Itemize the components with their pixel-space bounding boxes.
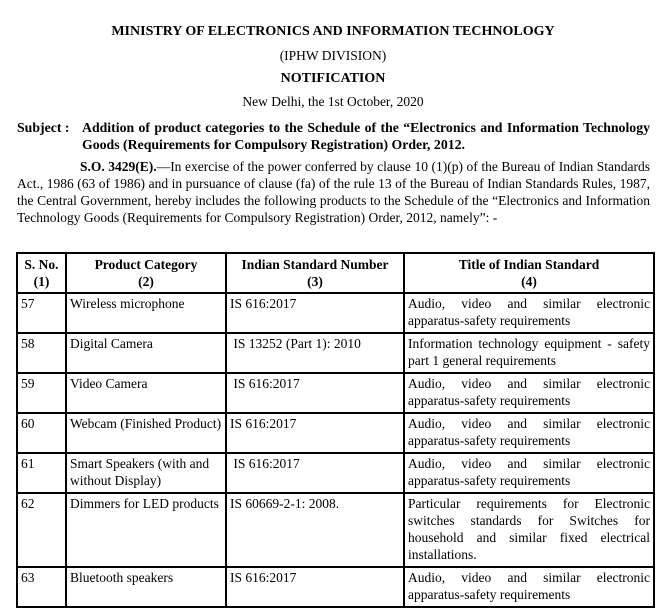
column-title: Indian Standard Number [241,257,389,272]
serial-number-cell: 57 [16,292,67,334]
standard-number-cell: IS 60669-2-1: 2008. [225,492,405,568]
serial-number-cell: 62 [16,492,67,568]
so-number: S.O. 3429(E). [80,159,157,174]
body-paragraph: S.O. 3429(E).—In exercise of the power c… [17,158,650,226]
serial-number-cell: 59 [16,372,67,414]
product-category-cell: Bluetooth speakers [65,566,227,608]
standard-title-cell: Audio, video and similar electronic appa… [403,452,655,494]
column-header: Title of Indian Standard (4) [403,252,655,294]
standard-number-cell: IS 616:2017 [225,412,405,454]
table-row: 60 Webcam (Finished Product) IS 616:2017 Au… [16,412,655,454]
column-number: (2) [138,274,154,289]
standard-number-cell: IS 616:2017 [225,566,405,608]
standard-title-cell: Audio, video and similar electronic appa… [403,566,655,608]
product-category-cell: Dimmers for LED products [65,492,227,568]
place-date: New Delhi, the 1st October, 2020 [242,94,424,109]
standard-title-cell: Information technology equipment - safet… [403,332,655,374]
product-category-cell: Smart Speakers (with and without Display… [65,452,227,494]
column-header: Indian Standard Number (3) [225,252,405,294]
table-row: 63 Bluetooth speakers IS 616:2017 Audio, vi… [16,566,655,608]
standard-title-cell: Audio, video and similar electronic appa… [403,292,655,334]
standard-number-cell: IS 616:2017 [225,452,405,494]
standard-title-cell: Particular requirements for Electronic s… [403,492,655,568]
subject-label: Subject : [17,120,70,135]
column-header: Product Category (2) [65,252,227,294]
table-row: 62 Dimmers for LED products IS 60669-2-1: … [16,492,655,568]
standard-number-cell: IS 13252 (Part 1): 2010 [225,332,405,374]
paragraph-text: —In exercise of the power conferred by c… [17,159,650,225]
serial-number-cell: 63 [16,566,67,608]
table-row: 58 Digital Camera IS 13252 (Part 1): 2010… [16,332,655,374]
column-number: (4) [521,274,537,289]
column-header: S. No. (1) [16,252,67,294]
standard-number-cell: IS 616:2017 [225,292,405,334]
ministry-title: MINISTRY OF ELECTRONICS AND INFORMATION … [111,24,555,39]
column-number: (1) [33,274,50,289]
notification-heading: NOTIFICATION [280,71,386,86]
product-category-cell: Video Camera [65,372,227,414]
serial-number-cell: 60 [16,412,67,454]
product-category-cell: Webcam (Finished Product) [65,412,227,454]
table-row: 57 Wireless microphone IS 616:2017 Audio, v… [16,292,655,334]
standard-title-cell: Audio, video and similar electronic appa… [403,412,655,454]
column-title: Product Category [94,257,198,272]
standard-title-cell: Audio, video and similar electronic appa… [403,372,655,414]
table-header-row: S. No. (1) Product Category (2) Indian Stand… [16,252,655,294]
subject-text: Addition of product categories to the Sc… [82,120,650,152]
product-table: S. No. (1) Product Category (2) Indian Stand… [16,252,655,608]
serial-number-cell: 58 [16,332,67,374]
column-title: S. No. [24,257,59,272]
table-row: 59 Video Camera IS 616:2017 Audio, video a… [16,372,655,414]
subject: Subject : Addition of product categories… [17,119,650,153]
column-number: (3) [307,274,323,289]
column-title: Title of Indian Standard [458,257,600,272]
standard-number-cell: IS 616:2017 [225,372,405,414]
serial-number-cell: 61 [16,452,67,494]
product-category-cell: Digital Camera [65,332,227,374]
product-category-cell: Wireless microphone [65,292,227,334]
table-row: 61 Smart Speakers (with and without Displ… [16,452,655,494]
division-name: (IPHW DIVISION) [279,48,387,63]
